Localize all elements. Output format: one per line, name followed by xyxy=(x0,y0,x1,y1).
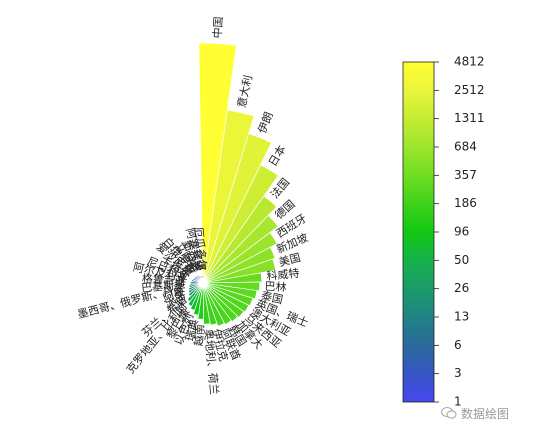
category-label: 美国 xyxy=(277,251,302,269)
category-label: 泰国 xyxy=(260,288,285,306)
colorbar-tick-label: 26 xyxy=(454,281,469,295)
colorbar-tick-label: 4812 xyxy=(454,55,485,69)
category-label: 巴林 xyxy=(264,279,287,294)
watermark: 数据绘图 xyxy=(441,402,537,424)
colorbar-ticks: 4812 2512 1311 684 357 186 96 50 26 13 6 3 1 xyxy=(434,55,485,409)
colorbar-tick-label: 96 xyxy=(454,225,469,239)
colorbar-gradient xyxy=(402,61,435,403)
category-label: 格鲁吉亚 xyxy=(141,271,186,288)
category-label: 伊朗 xyxy=(256,110,276,135)
watermark-text: 数据绘图 xyxy=(461,406,510,421)
category-label: 奥地利、荷兰 xyxy=(201,328,221,395)
colorbar-tick-label: 6 xyxy=(454,338,462,352)
category-label: 科威特 xyxy=(266,266,300,283)
colorbar-tick-label: 357 xyxy=(454,168,477,182)
bars-layer xyxy=(186,42,279,327)
colorbar-tick-label: 684 xyxy=(454,140,477,154)
colorbar-tick-label: 1 xyxy=(454,395,462,409)
wechat-icon xyxy=(441,406,457,419)
category-label: 中国 xyxy=(211,16,225,39)
bar-39 xyxy=(201,275,204,280)
colorbar-tick-label: 186 xyxy=(454,196,477,210)
category-label: 瑞典 xyxy=(182,318,200,343)
category-label: 巴基斯坦 xyxy=(141,277,186,295)
colorbar-tick-label: 50 xyxy=(454,253,469,267)
colorbar-tick-label: 2512 xyxy=(454,83,485,97)
category-label: 意大利 xyxy=(234,74,255,109)
colorbar-tick-label: 13 xyxy=(454,310,469,324)
colorbar-tick-label: 3 xyxy=(454,366,462,380)
colorbar-legend: 4812 2512 1311 684 357 186 96 50 26 13 6 3 1 xyxy=(402,55,485,409)
category-label: 厄瓜多尔 xyxy=(192,226,210,271)
colorbar-tick-label: 1311 xyxy=(454,111,485,125)
category-label: 越南 xyxy=(191,324,206,347)
